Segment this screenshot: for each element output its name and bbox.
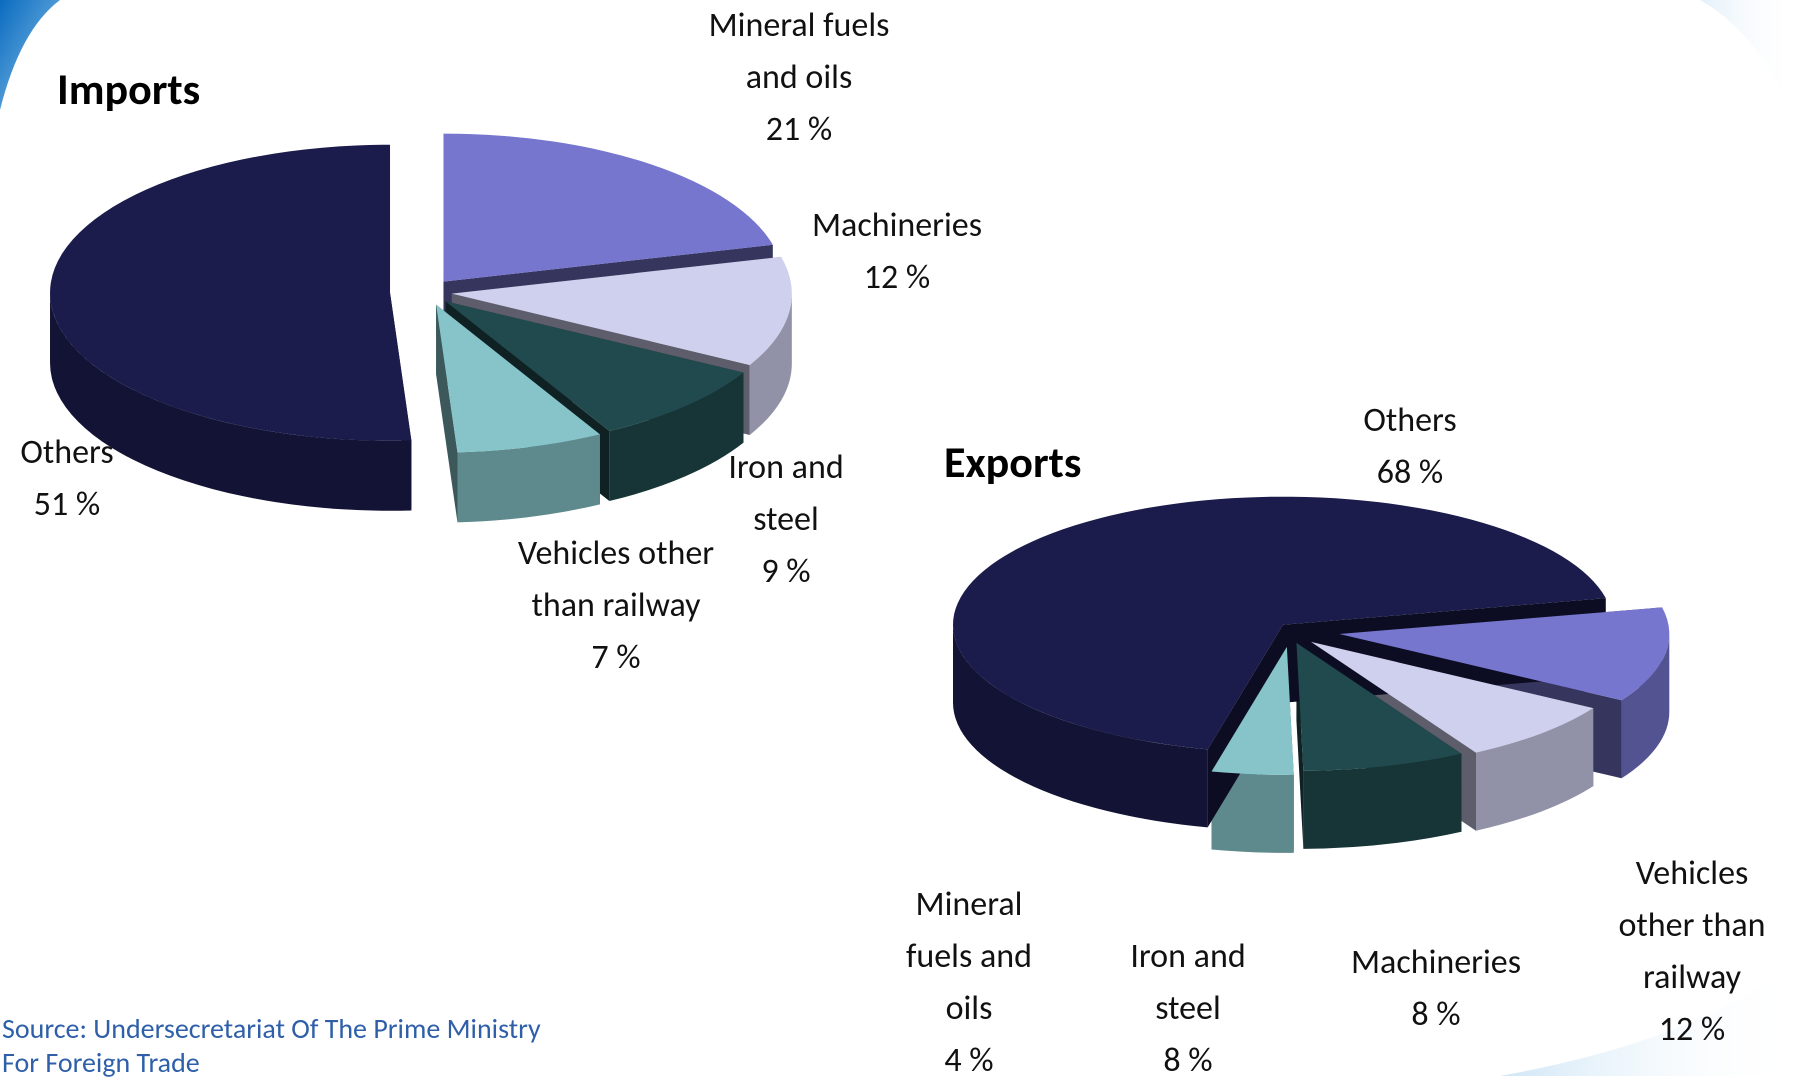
corner-swoosh (1700, 0, 1798, 140)
value-label: 4 % (944, 1040, 994, 1081)
category: Vehicles other than railway (517, 533, 715, 626)
slice-label: Vehicles other than railway 7 % (511, 528, 721, 684)
slice-label: Mineral fuels and oils 21 % (679, 0, 919, 156)
pie-slice (451, 256, 792, 365)
slice-label: Mineral fuels and oils 4 % (884, 879, 1054, 1087)
category: Vehicles other than railway (1618, 853, 1766, 998)
value-label: 12 % (863, 257, 931, 298)
category: Iron and steel (1130, 936, 1246, 1029)
slice-label: Vehicles other than railway 12 % (1597, 848, 1787, 1056)
slice-label: Iron and steel 8 % (1103, 931, 1273, 1087)
slice-side (953, 624, 1208, 828)
slice-side (1211, 771, 1294, 853)
slice-wall (436, 304, 458, 523)
slice-label: Machineries 8 % (1321, 937, 1551, 1041)
slice-side (1621, 634, 1670, 779)
pie-tops (953, 496, 1670, 775)
chart-title: Exports (944, 435, 1082, 489)
slice-side (457, 434, 600, 523)
value-label: 68 % (1376, 452, 1444, 493)
value-label: 8 % (1411, 994, 1461, 1035)
corner-swoosh (1500, 960, 1798, 1076)
corner-swoosh (0, 0, 60, 110)
value-label: 9 % (761, 551, 811, 592)
value-label: 8 % (1163, 1040, 1213, 1081)
slice-label: Others 51 % (0, 427, 142, 531)
value-label: 51 % (33, 484, 101, 525)
pie-slice (1310, 641, 1594, 753)
pie-slice (1211, 646, 1294, 775)
slice-label: Others 68 % (1335, 395, 1485, 499)
category: Iron and steel (728, 447, 844, 540)
slice-side (50, 292, 412, 511)
slice-label: Machineries 12 % (782, 200, 1012, 304)
pie-slice (1339, 607, 1670, 701)
source-note: Source: Undersecretariat Of The Prime Mi… (2, 1011, 541, 1080)
slice-side (609, 372, 744, 502)
category: Machineries (1350, 942, 1522, 983)
pie-slice (953, 496, 1606, 750)
slice-side (749, 293, 792, 435)
value-label: 7 % (591, 637, 641, 678)
pie-slice (445, 301, 744, 432)
category: Mineral fuels and oils (708, 5, 890, 98)
value-label: 12 % (1658, 1009, 1726, 1050)
slice-side (1303, 753, 1462, 849)
category: Mineral fuels and oils (906, 884, 1032, 1029)
chart-title: Imports (57, 62, 201, 116)
slice-label: Iron and steel 9 % (701, 442, 871, 598)
value-label: 21 % (765, 109, 833, 150)
category: Others (1363, 400, 1457, 441)
category: Others (20, 432, 114, 473)
category: Machineries (811, 205, 983, 246)
pie-tops (50, 133, 792, 453)
slice-side (1475, 708, 1594, 831)
pie-slice (443, 133, 773, 282)
pie-slice (50, 144, 412, 441)
pie-slice (1296, 642, 1462, 771)
pie-slice (436, 304, 600, 453)
